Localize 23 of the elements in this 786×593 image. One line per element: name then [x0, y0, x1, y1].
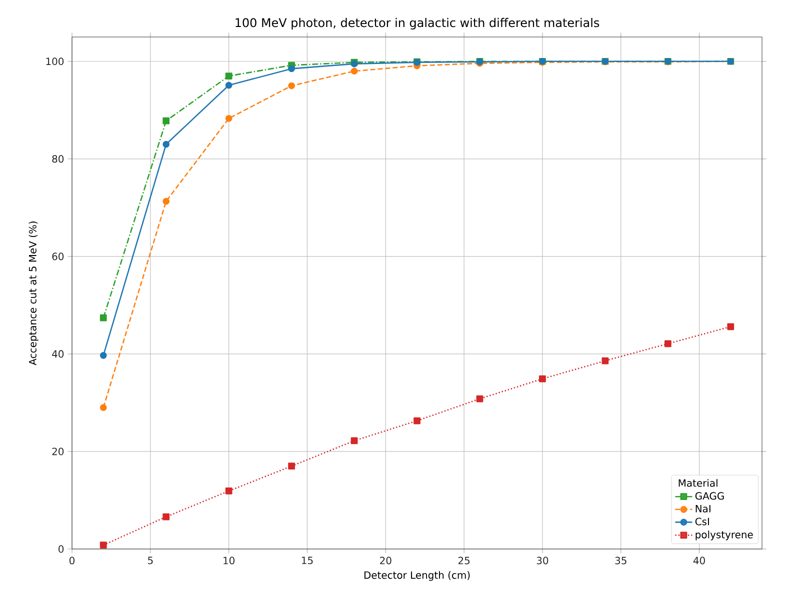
x-tick-label: 5 [148, 556, 153, 564]
x-tick-label: 35 [615, 556, 626, 564]
y-axis-title: Acceptance cut at 5 MeV (%) [28, 222, 38, 366]
x-tick-label: 15 [302, 556, 313, 564]
x-axis-title: Detector Length (cm) [364, 571, 470, 581]
y-tick-label: 100 [46, 58, 64, 66]
legend-title: Material [678, 479, 718, 487]
x-tick-label: 20 [380, 556, 392, 564]
legend-label: CsI [695, 518, 709, 526]
y-tick-label: 0 [58, 545, 64, 553]
x-tick-label: 30 [536, 556, 548, 564]
x-tick-label: 25 [458, 556, 470, 564]
y-tick-label: 60 [52, 252, 64, 260]
legend-label: polystyrene [696, 530, 753, 540]
x-tick-label: 0 [69, 556, 75, 564]
y-tick-label: 80 [52, 155, 64, 163]
x-tick-label: 40 [693, 556, 705, 564]
legend-label: GAGG [695, 492, 724, 500]
legend-label: NaI [696, 505, 710, 512]
y-tick-label: 20 [52, 448, 64, 456]
x-tick-label: 10 [224, 556, 235, 564]
y-tick-label: 40 [52, 350, 64, 358]
chart-title: 100 MeV photon, detector in galactic with different materials [236, 18, 600, 30]
